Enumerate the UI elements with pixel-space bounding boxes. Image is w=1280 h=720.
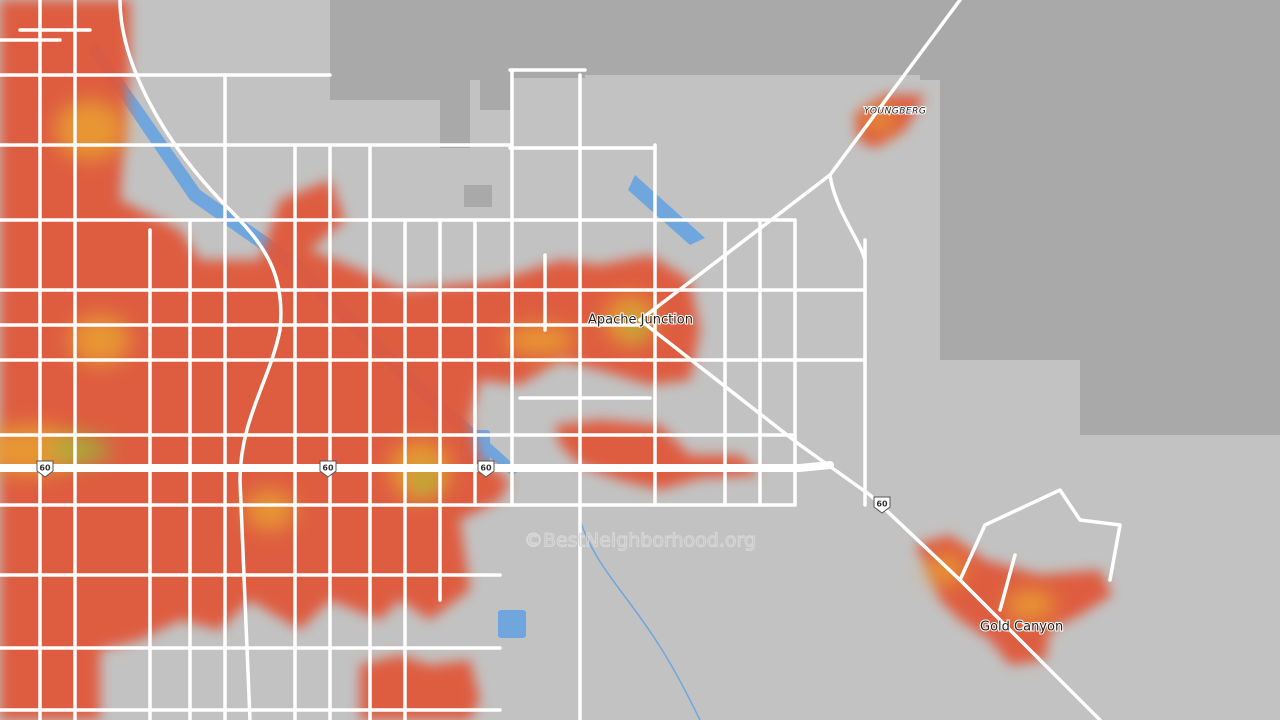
- map-feature: [638, 0, 962, 322]
- map-feature: [330, 0, 960, 148]
- map-feature: [118, 0, 283, 720]
- place-label: Gold Canyon: [980, 620, 1063, 635]
- map-feature: [0, 28, 92, 42]
- map-feature: [55, 100, 125, 160]
- watermark: ©BestNeighborhood.org: [524, 530, 756, 552]
- map-feature: [958, 488, 1122, 612]
- shield: 60: [873, 496, 891, 514]
- map-feature: [638, 318, 1102, 720]
- map-feature: [940, 0, 1280, 435]
- map-feature: [413, 465, 437, 495]
- public-land: [330, 0, 1280, 435]
- place-label: YOUNGBERG: [864, 107, 926, 117]
- roads: [0, 0, 1122, 720]
- map-feature: [36, 460, 54, 478]
- place-label: Apache Junction: [588, 313, 693, 328]
- map-feature: [360, 655, 480, 720]
- map-feature: [498, 610, 526, 638]
- shield-label: 60: [480, 464, 492, 473]
- route-shields: 60 60 60 60: [36, 460, 891, 514]
- shield: 60: [477, 460, 495, 478]
- map-feature: [579, 519, 701, 720]
- shield: 60: [36, 460, 54, 478]
- shield-label: 60: [876, 500, 888, 509]
- map-feature: [245, 490, 295, 530]
- map-feature: [628, 175, 705, 245]
- map-feature: [873, 496, 891, 514]
- map-feature: [508, 68, 657, 400]
- shield: 60: [319, 460, 337, 478]
- shield-label: 60: [322, 464, 334, 473]
- shield-label: 60: [39, 464, 51, 473]
- map-feature: [1005, 590, 1055, 620]
- map-feature: [505, 325, 575, 355]
- map-feature: [0, 73, 867, 712]
- map-feature: [70, 315, 130, 365]
- map-feature: [0, 461, 834, 472]
- map-feature: [464, 185, 492, 207]
- map-feature: [865, 108, 895, 132]
- map-feature: [477, 460, 495, 478]
- map-feature: [555, 420, 760, 490]
- map-feature: [319, 460, 337, 478]
- map-feature: [50, 435, 110, 465]
